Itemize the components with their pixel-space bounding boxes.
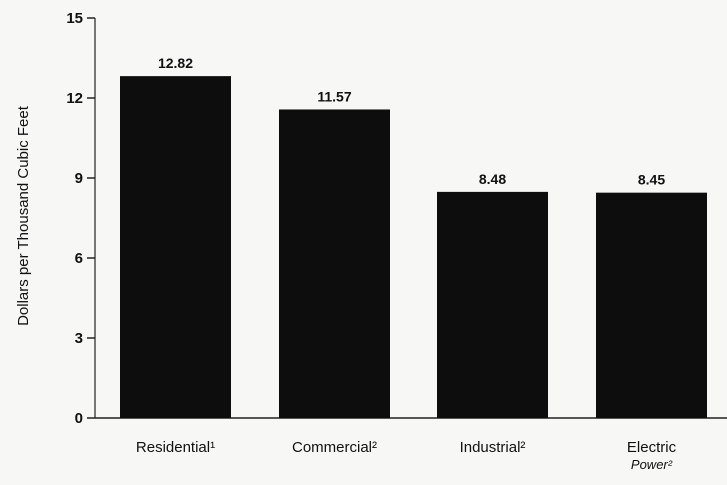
bar-residential <box>120 76 231 418</box>
category-label: Residential¹ <box>136 439 215 456</box>
y-tick-label: 9 <box>75 170 83 187</box>
value-label: 11.57 <box>317 88 351 104</box>
y-axis-title: Dollars per Thousand Cubic Feet <box>15 105 32 326</box>
value-label: 12.82 <box>158 55 193 71</box>
y-tick-label: 0 <box>75 410 83 427</box>
category-label: Industrial² <box>460 439 526 456</box>
value-label: 8.48 <box>479 171 506 187</box>
value-label: 8.45 <box>638 172 665 188</box>
category-label: Commercial² <box>292 439 377 456</box>
category-label-line2: Power² <box>631 457 673 472</box>
bar-electric-power <box>596 192 707 418</box>
y-tick-label: 3 <box>75 330 83 347</box>
category-label: Electric <box>627 439 677 456</box>
y-tick-label: 15 <box>66 10 83 27</box>
bar-industrial <box>437 191 548 418</box>
bars <box>120 76 707 418</box>
bar-commercial <box>279 109 390 418</box>
value-labels: 12.82 11.57 8.48 8.45 <box>158 55 665 188</box>
y-tick-label: 12 <box>66 90 83 107</box>
category-labels: Residential¹ Commercial² Industrial² Electr… <box>136 439 677 472</box>
y-tick-label: 6 <box>75 250 83 267</box>
